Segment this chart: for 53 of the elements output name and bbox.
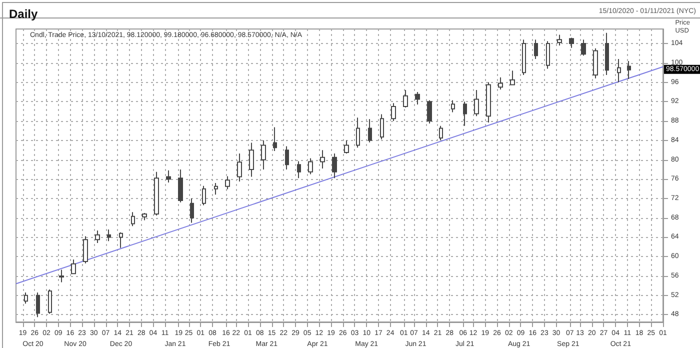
candlestick [439, 125, 443, 141]
candlestick [178, 168, 183, 203]
candlestick [356, 117, 360, 148]
candlestick [24, 292, 28, 304]
candlestick [83, 236, 88, 264]
candlestick [344, 140, 349, 154]
candlestick [107, 229, 111, 242]
candlestick [273, 126, 277, 152]
candlestick [332, 152, 337, 179]
candlestick [71, 259, 76, 275]
candlestick [403, 90, 408, 108]
candlestick [498, 76, 503, 90]
candlestick [249, 142, 254, 178]
candlestick [557, 34, 562, 46]
candlestick [605, 32, 609, 76]
candlestick [119, 232, 123, 248]
candlestick [415, 91, 420, 106]
candlestick [581, 39, 586, 56]
candlestick [131, 212, 135, 227]
candlestick [593, 48, 598, 79]
chart-title: Daily [9, 7, 38, 21]
candlestick [285, 146, 289, 170]
candlestick [522, 39, 526, 76]
candlestick [225, 176, 230, 190]
candlestick [463, 101, 467, 126]
candlestick [237, 152, 242, 182]
candlestick [154, 171, 159, 216]
candlestick [190, 198, 194, 224]
candlestick [368, 118, 372, 143]
candlestick [214, 182, 218, 196]
candlestick [320, 150, 325, 169]
candlestick [142, 212, 147, 221]
candlestick [59, 269, 64, 283]
candlestick [391, 102, 396, 122]
candlestick [202, 185, 206, 206]
candlestick [427, 100, 432, 124]
candlestick [534, 39, 538, 60]
candlestick [36, 292, 40, 318]
candlestick [451, 100, 455, 113]
candlestick [474, 90, 479, 117]
candlestick [261, 140, 266, 170]
candlestick [48, 289, 52, 314]
candlestick [308, 158, 313, 175]
candlestick [617, 58, 621, 83]
candlestick [166, 170, 171, 184]
candlestick [510, 70, 515, 86]
candlestick [569, 37, 574, 48]
candlestick [297, 160, 301, 179]
candlestick [546, 40, 550, 70]
candlestick [627, 60, 631, 80]
candlestick [380, 114, 384, 140]
candlestick [486, 82, 491, 123]
candlestick [95, 230, 100, 244]
